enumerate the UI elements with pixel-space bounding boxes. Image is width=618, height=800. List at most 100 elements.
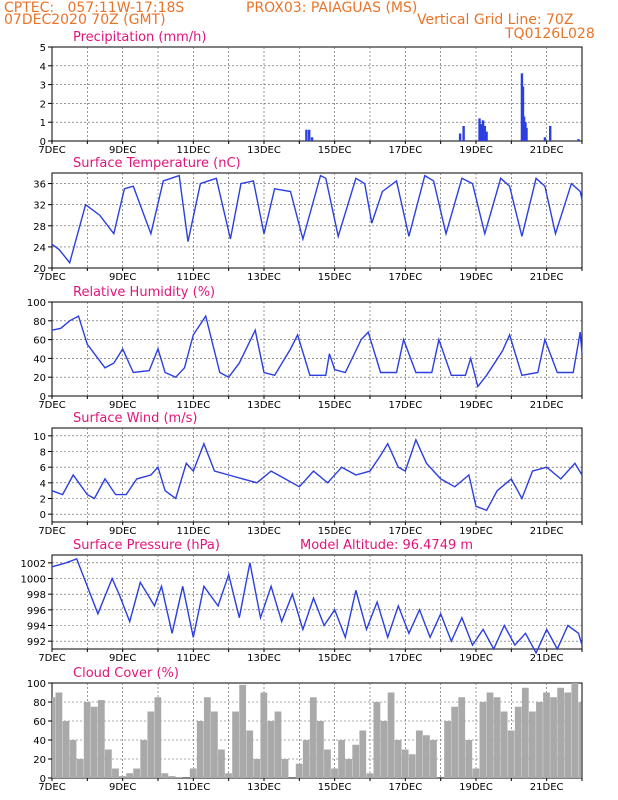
panel1-xtick-label: 19DEC	[459, 145, 493, 156]
panel3-ytick-label: 0	[40, 392, 46, 403]
panel3-ytick-label: 60	[33, 336, 46, 347]
panel1-bar	[480, 124, 483, 141]
panel1-xtick-label: 15DEC	[318, 145, 352, 156]
panel6-area-bar	[281, 759, 289, 778]
panel2-xtick-label: 11DEC	[176, 272, 210, 283]
panel6-area-bar	[401, 749, 409, 778]
panel1-frame	[51, 46, 583, 142]
panel6-area-bar	[168, 776, 176, 778]
panel6-area-bar	[309, 697, 317, 778]
panel2-ytick-label: 32	[33, 201, 46, 212]
panel1-title: Precipitation (mm/h)	[73, 30, 206, 45]
panel6-area-bar	[133, 768, 141, 778]
panel6-xtick-label: 15DEC	[318, 782, 352, 793]
panel1-bar	[478, 118, 481, 141]
panel6-area-bar	[295, 763, 303, 778]
panel6-ytick-label: 60	[33, 717, 46, 728]
panel1-bar	[308, 129, 311, 141]
panel6-area-bar	[274, 711, 282, 778]
panel6-area-bar	[430, 740, 437, 778]
panel1-xtick-label: 9DEC	[109, 145, 136, 156]
panel6-area-bar	[394, 740, 402, 778]
panel6-area-bar	[253, 759, 261, 778]
panel6-xtick-label: 19DEC	[459, 782, 493, 793]
panel1-xtick-label: 11DEC	[176, 145, 210, 156]
panel5-xtick-label: 7DEC	[38, 653, 65, 664]
panel6-area-bar	[564, 692, 572, 778]
panel4-xtick-label: 7DEC	[38, 526, 65, 537]
panel6-area-bar	[154, 697, 162, 778]
panel1-bar	[522, 116, 526, 141]
panel6-area-bar	[55, 692, 63, 778]
panel6-area-bar	[444, 721, 451, 778]
panel3-xtick-label: 7DEC	[38, 400, 65, 411]
panel1-bar	[577, 139, 580, 141]
panel6-area-bar	[97, 700, 105, 778]
panel6-area-bar	[543, 692, 550, 778]
panel6-area-bar	[557, 687, 565, 778]
panel4-ytick-label: 0	[40, 510, 46, 521]
panel1-bar	[458, 133, 462, 141]
panel6-area-bar	[578, 702, 582, 778]
panel6-area-bar	[345, 759, 353, 778]
panel2-ytick-label: 24	[33, 243, 46, 254]
panel3-xtick-label: 13DEC	[247, 400, 281, 411]
panel2-xtick-label: 7DEC	[38, 272, 65, 283]
panel1-xtick-label: 17DEC	[388, 145, 422, 156]
panel6-ytick-label: 0	[40, 774, 46, 785]
panel6-area-bar	[119, 776, 126, 778]
panel1-xtick-label: 7DEC	[38, 145, 65, 156]
panel4-xtick-label: 11DEC	[176, 526, 210, 537]
panel2-series-line	[51, 174, 583, 265]
panel1-xtick-label: 13DEC	[247, 145, 281, 156]
panel4-xtick-label: 9DEC	[109, 526, 136, 537]
panel6-area-bar	[112, 768, 119, 778]
panel1-bar	[483, 125, 487, 141]
panel1-ytick-label: 0	[40, 137, 46, 148]
panel6-area-bar	[486, 692, 494, 778]
panel6-area-bar	[352, 744, 360, 778]
panel6-area-bar	[69, 740, 77, 778]
panel5-ytick-label: 998	[27, 590, 46, 601]
panel4-frame	[51, 427, 583, 523]
panel5-xtick-label: 17DEC	[388, 653, 422, 664]
panel2-xtick-label: 21DEC	[530, 272, 564, 283]
panel6-ytick-label: 80	[33, 698, 46, 709]
panel4-ytick-label: 10	[33, 432, 46, 443]
panel1-bar	[305, 129, 308, 141]
panel5-ytick-label: 996	[27, 606, 46, 617]
panel1-bar	[543, 137, 547, 141]
header-station: CPTEC: 057:11W-17:18S	[4, 0, 185, 16]
panel5-ytick-label: 994	[27, 622, 46, 633]
panel6-xtick-label: 17DEC	[388, 782, 422, 793]
panel2-ytick-label: 20	[33, 264, 46, 275]
panel1-bar	[525, 127, 528, 141]
header-location: PROX03: PAIAGUAS (MS)	[246, 0, 418, 16]
panel5-ytick-label: 992	[27, 637, 46, 648]
panel3-series-line	[51, 314, 583, 389]
panel6-title: Cloud Cover (%)	[73, 666, 179, 681]
panel6-xtick-label: 13DEC	[247, 782, 281, 793]
panel3-ytick-label: 20	[33, 373, 46, 384]
panel6-area-bar	[387, 692, 395, 778]
panel6-ytick-label: 100	[27, 679, 46, 690]
panel2-title: Surface Temperature (nC)	[73, 156, 241, 171]
panel6-area-bar	[500, 711, 508, 778]
panel1-ytick-label: 4	[40, 62, 46, 73]
panel6-area-bar	[536, 702, 543, 778]
panel1-bar	[462, 125, 465, 141]
panel6-area-bar	[302, 740, 310, 778]
panel3-xtick-label: 9DEC	[109, 400, 136, 411]
panel6-area-bar	[90, 706, 98, 778]
panel6-area-bar	[126, 773, 133, 778]
panel5-xtick-label: 15DEC	[318, 653, 352, 664]
panel6-area-bar	[451, 706, 459, 778]
panel6-area-bar	[76, 759, 84, 778]
panel6-area-bar	[571, 683, 579, 778]
panel6-ytick-label: 20	[33, 755, 46, 766]
panel6-area-bar	[246, 730, 254, 778]
panel5-ytick-label: 1002	[21, 559, 46, 570]
panel6-xtick-label: 21DEC	[530, 782, 564, 793]
panel6-area-bar	[211, 711, 218, 778]
panel4-ytick-label: 6	[40, 463, 46, 474]
